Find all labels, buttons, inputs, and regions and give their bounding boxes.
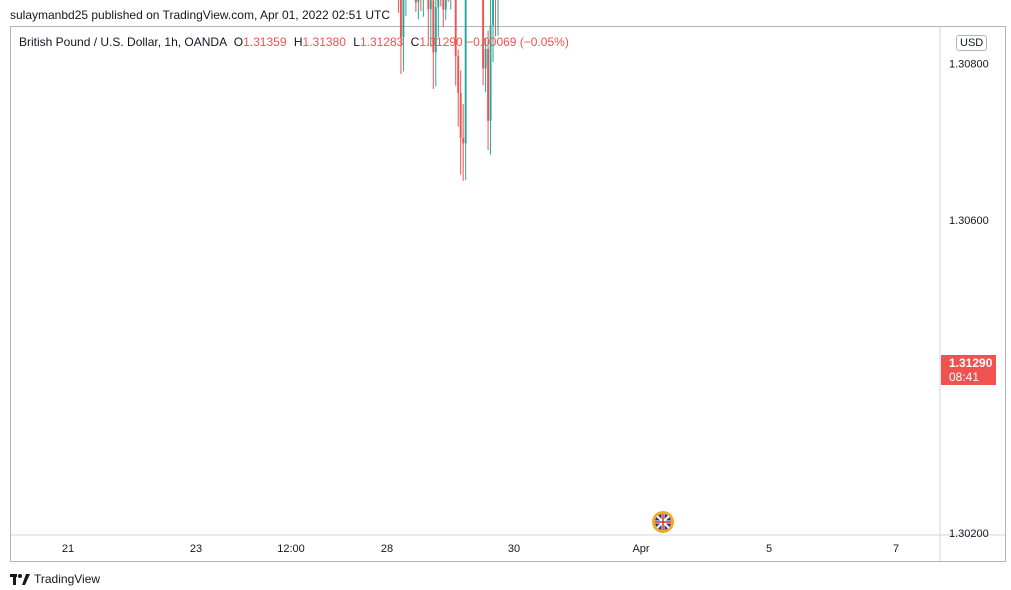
candle — [437, 0, 440, 38]
open-value: 1.31359 — [243, 35, 287, 49]
candle — [447, 0, 449, 3]
tradingview-logo-icon — [10, 573, 30, 585]
candle-body — [437, 0, 440, 8]
time-tick-label: 12:00 — [277, 543, 305, 555]
close-label: C — [410, 35, 420, 49]
candle-body — [432, 0, 435, 53]
candle-body — [464, 0, 467, 144]
chart-frame[interactable] — [10, 26, 1006, 562]
bar-countdown: 08:41 — [949, 370, 980, 384]
candle — [444, 0, 447, 20]
close-value: 1.31290 — [419, 35, 463, 49]
candle — [434, 0, 437, 87]
high-label: H — [293, 35, 303, 49]
time-tick-label: Apr — [632, 543, 649, 555]
symbol-title[interactable]: British Pound / U.S. Dollar, 1h, OANDA — [19, 35, 227, 49]
candle — [482, 0, 485, 86]
candle — [457, 49, 460, 127]
price-tick-label: 1.30200 — [949, 528, 989, 540]
candle — [397, 0, 399, 13]
candle-body — [444, 0, 447, 10]
time-tick-label: 5 — [766, 543, 772, 555]
candle-body — [457, 56, 460, 93]
publish-header: sulaymanbd25 published on TradingView.co… — [10, 8, 391, 22]
candle — [489, 0, 492, 155]
candle-body — [442, 0, 445, 10]
currency-badge[interactable]: USD — [956, 35, 988, 51]
candle — [462, 103, 465, 181]
candle-body — [427, 0, 430, 10]
candle-body — [492, 0, 495, 26]
candle-body — [434, 7, 437, 53]
time-tick-label: 21 — [62, 543, 74, 555]
time-tick-label: 23 — [190, 543, 202, 555]
candle-body — [462, 138, 465, 144]
low-value: 1.31283 — [359, 35, 404, 49]
candle — [442, 0, 445, 28]
candle — [487, 30, 490, 151]
candle — [399, 0, 402, 75]
candle-body — [489, 25, 492, 121]
candle — [484, 37, 487, 93]
candle-body — [487, 48, 490, 121]
candle — [417, 0, 420, 20]
candle — [497, 0, 499, 36]
candle — [414, 0, 417, 13]
candle — [429, 0, 432, 47]
uk-flag-icon — [652, 511, 674, 533]
candle — [405, 0, 407, 16]
high-value: 1.31380 — [302, 35, 346, 49]
last-price-tag: 1.31290 08:41 — [941, 355, 996, 385]
footer-brand[interactable]: TradingView — [10, 572, 100, 586]
price-tick-label: 1.30800 — [949, 59, 989, 71]
candle — [440, 0, 442, 7]
candle — [464, 0, 467, 181]
change-value: −0.00069 (−0.05%) — [466, 35, 569, 49]
candle-body — [414, 0, 417, 3]
candle — [422, 0, 424, 17]
time-tick-label: 7 — [893, 543, 899, 555]
price-tick-label: 1.30600 — [949, 215, 989, 227]
candle-body — [429, 0, 432, 10]
time-tick-label: 28 — [381, 543, 393, 555]
candle-body — [454, 0, 457, 57]
candle — [495, 0, 497, 37]
candle-body — [417, 0, 420, 3]
candle — [420, 0, 422, 12]
candle-body — [399, 0, 402, 38]
candle — [454, 0, 457, 86]
candle — [459, 70, 462, 175]
open-label: O — [233, 35, 244, 49]
candle-body — [459, 92, 462, 139]
low-label: L — [353, 35, 360, 49]
candles — [397, 0, 499, 181]
symbol-legend: British Pound / U.S. Dollar, 1h, OANDA O… — [19, 35, 569, 49]
candle — [402, 0, 405, 72]
brand-label: TradingView — [34, 572, 101, 586]
candle — [492, 0, 495, 62]
candle — [432, 0, 435, 90]
candle-body — [482, 0, 485, 69]
candle-body — [484, 48, 487, 69]
last-price-value: 1.31290 — [949, 356, 993, 370]
candle — [427, 0, 430, 46]
candle-body — [402, 0, 405, 38]
time-tick-label: 30 — [508, 543, 520, 555]
candle — [450, 0, 452, 10]
